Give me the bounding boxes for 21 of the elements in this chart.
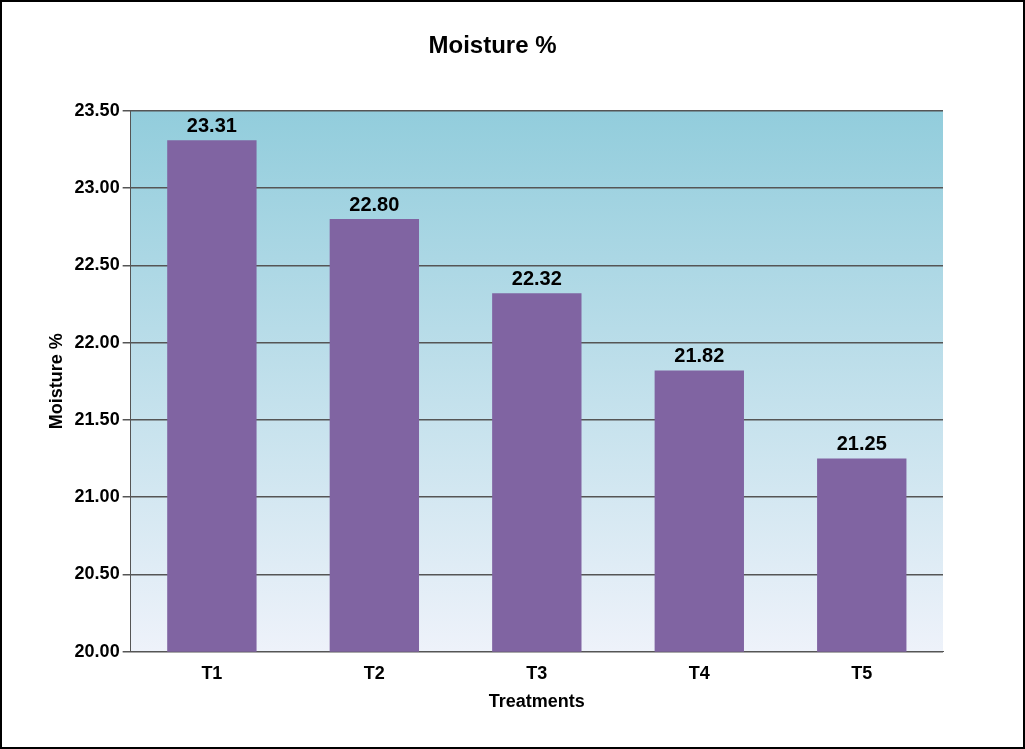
x-tick-label: T3 [526, 662, 548, 683]
y-tick-label: 23.00 [74, 177, 120, 198]
y-tick-label: 20.00 [74, 640, 120, 661]
x-tick-label: T5 [851, 662, 873, 683]
x-tick-label: T1 [201, 662, 223, 683]
data-label: 23.31 [186, 113, 237, 136]
data-label: 22.80 [349, 192, 400, 215]
y-tick-label: 21.50 [74, 408, 120, 429]
y-tick-label: 22.50 [74, 254, 120, 275]
y-tick-label: 22.00 [74, 331, 120, 352]
chart-title: Moisture % [428, 31, 557, 59]
y-tick-label: 20.50 [74, 563, 120, 584]
data-label: 22.32 [511, 266, 562, 289]
x-tick-label: T2 [363, 662, 385, 683]
y-tick-label: 23.50 [74, 99, 120, 120]
data-label: 21.25 [836, 432, 887, 455]
x-tick-label: T4 [688, 662, 710, 683]
x-axis-title: Treatments [488, 691, 585, 712]
y-axis-title: Moisture % [45, 333, 66, 430]
y-tick-label: 21.00 [74, 486, 120, 507]
data-label: 21.82 [674, 344, 725, 366]
